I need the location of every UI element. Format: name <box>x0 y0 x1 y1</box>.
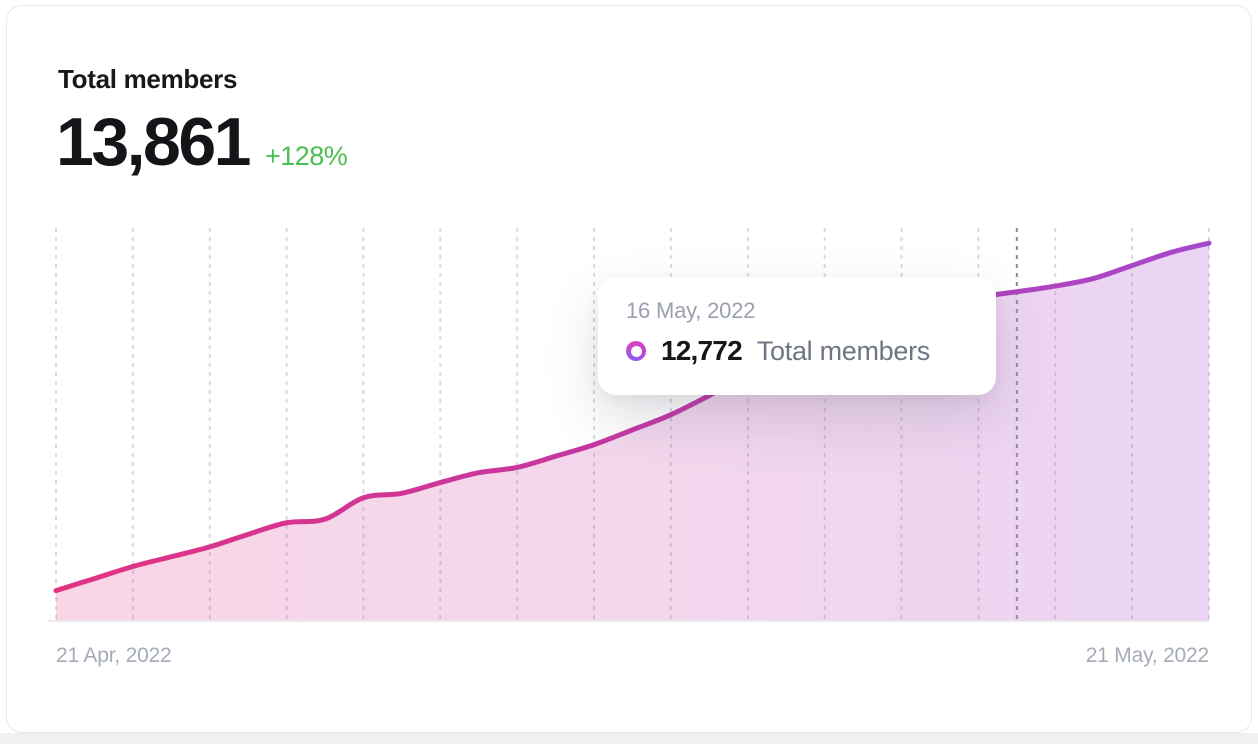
metric-value: 13,861 <box>56 104 251 180</box>
x-axis-labels: 21 Apr, 2022 21 May, 2022 <box>56 644 1209 668</box>
tooltip-date: 16 May, 2022 <box>626 298 756 323</box>
chart-tooltip: 16 May, 2022 12,772 Total members <box>598 277 996 395</box>
metric-delta-badge: +128% <box>264 141 348 171</box>
page-background-strip <box>0 733 1258 744</box>
series-marker-icon <box>626 341 646 361</box>
metric-row: 13,861 +128% <box>56 104 348 180</box>
total-members-card: Total members 13,861 +128% 21 Apr, 2022 … <box>6 5 1252 733</box>
chart-line-total-members <box>53 240 1212 594</box>
tooltip-series-label: Total members <box>756 335 930 366</box>
card-title: Total members <box>58 64 238 94</box>
tooltip-value-row: 12,772 Total members <box>626 335 968 367</box>
x-axis-end-label: 21 May, 2022 <box>1085 644 1209 667</box>
x-axis-start-label: 21 Apr, 2022 <box>56 644 172 667</box>
tooltip-value: 12,772 <box>661 335 743 366</box>
